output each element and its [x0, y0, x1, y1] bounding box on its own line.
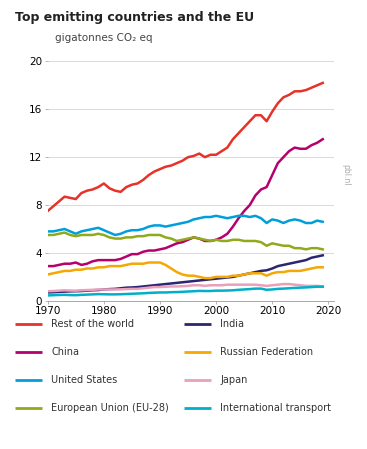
Text: Russian Federation: Russian Federation: [220, 347, 313, 357]
Text: pbl.nl: pbl.nl: [341, 164, 350, 186]
Text: European Union (EU-28): European Union (EU-28): [51, 403, 169, 413]
Text: United States: United States: [51, 375, 118, 385]
Text: Top emitting countries and the EU: Top emitting countries and the EU: [15, 11, 254, 24]
Text: India: India: [220, 319, 244, 329]
Text: International transport: International transport: [220, 403, 331, 413]
Text: gigatonnes CO₂ eq: gigatonnes CO₂ eq: [55, 33, 153, 43]
Text: China: China: [51, 347, 79, 357]
Text: Rest of the world: Rest of the world: [51, 319, 134, 329]
Text: Japan: Japan: [220, 375, 248, 385]
